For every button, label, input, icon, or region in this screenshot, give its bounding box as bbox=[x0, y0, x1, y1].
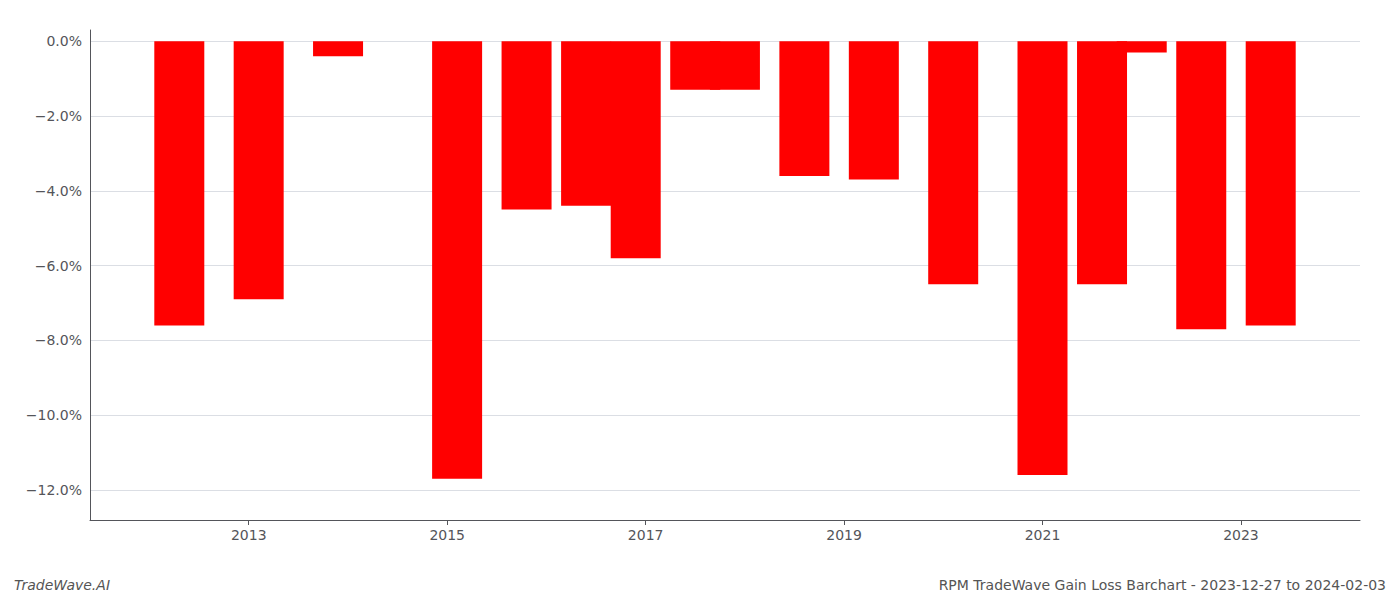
svg-text:RPM TradeWave Gain Loss Barcha: RPM TradeWave Gain Loss Barchart - 2023-… bbox=[939, 577, 1386, 593]
svg-text:−2.0%: −2.0% bbox=[35, 108, 82, 124]
svg-text:−8.0%: −8.0% bbox=[35, 332, 82, 348]
svg-text:0.0%: 0.0% bbox=[46, 33, 82, 49]
svg-text:2015: 2015 bbox=[429, 527, 465, 543]
svg-text:−4.0%: −4.0% bbox=[35, 183, 82, 199]
svg-text:−12.0%: −12.0% bbox=[26, 482, 82, 498]
svg-text:2017: 2017 bbox=[628, 527, 664, 543]
svg-text:−10.0%: −10.0% bbox=[26, 407, 82, 423]
svg-text:2019: 2019 bbox=[826, 527, 862, 543]
svg-text:TradeWave.AI: TradeWave.AI bbox=[14, 577, 110, 593]
svg-text:2021: 2021 bbox=[1025, 527, 1061, 543]
svg-text:−6.0%: −6.0% bbox=[35, 258, 82, 274]
svg-text:2013: 2013 bbox=[231, 527, 267, 543]
svg-text:2023: 2023 bbox=[1223, 527, 1259, 543]
